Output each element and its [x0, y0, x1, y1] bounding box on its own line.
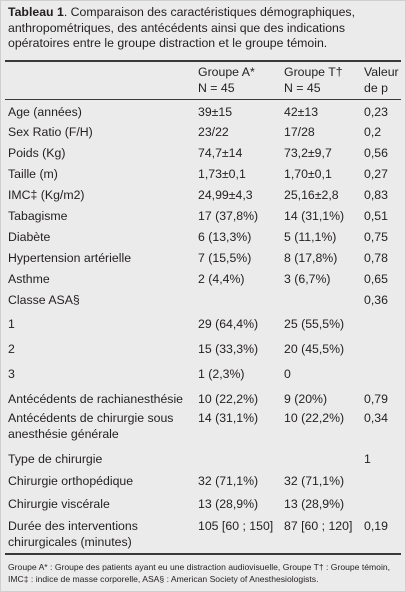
row-group-t-value: 20 (45,5%): [284, 342, 345, 356]
header-group-t-line1: Groupe T†: [284, 65, 343, 79]
table-footnote: Groupe A* : Groupe des patients ayant eu…: [8, 562, 391, 584]
header-group-a-line1: Groupe A*: [198, 65, 255, 79]
row-label: Diabète: [8, 230, 51, 244]
row-group-t-value: 14 (31,1%): [284, 209, 345, 223]
row-group-a-value: 14 (31,1%): [198, 411, 259, 425]
top-rule: [5, 60, 401, 62]
row-label: Chirurgie viscérale: [8, 497, 110, 511]
row-group-t-value: 32 (71,1%): [284, 474, 345, 488]
row-label: Age (années): [8, 105, 82, 119]
row-group-t-value: 25 (55,5%): [284, 317, 345, 331]
row-group-a-value: 10 (22,2%): [198, 392, 259, 406]
row-group-a-value: 6 (13,3%): [198, 230, 252, 244]
row-pvalue: 0,83: [364, 188, 388, 202]
row-group-a-value: 32 (71,1%): [198, 474, 259, 488]
row-label: 2: [8, 342, 15, 356]
row-pvalue: 0,65: [364, 272, 388, 286]
row-group-t-value: 9 (20%): [284, 392, 328, 406]
row-group-a-value: 17 (37,8%): [198, 209, 259, 223]
row-pvalue: 0,23: [364, 105, 388, 119]
row-label: Durée des interventions chirurgicales (m…: [8, 519, 138, 549]
row-pvalue: 0,51: [364, 209, 388, 223]
row-group-a-value: 29 (64,4%): [198, 317, 259, 331]
row-group-t-value: 8 (17,8%): [284, 251, 338, 265]
row-group-a-value: 13 (28,9%): [198, 497, 259, 511]
header-group-t-line2: N = 45: [284, 81, 321, 95]
row-group-t-value: 73,2±9,7: [284, 146, 332, 160]
row-label: Classe ASA§: [8, 293, 80, 307]
row-pvalue: 0,2: [364, 125, 382, 139]
row-group-a-value: 23/22: [198, 125, 229, 139]
row-group-t-value: 1,70±0,1: [284, 167, 332, 181]
row-group-t-value: 87 [60 ; 120]: [284, 519, 353, 533]
row-group-a-value: 7 (15,5%): [198, 251, 252, 265]
row-pvalue: 0,56: [364, 146, 388, 160]
row-label: IMC‡ (Kg/m2): [8, 188, 85, 202]
row-pvalue: 0,79: [364, 392, 388, 406]
row-label: Sex Ratio (F/H): [8, 125, 93, 139]
row-group-a-value: 2 (4,4%): [198, 272, 245, 286]
row-pvalue: 0,34: [364, 411, 388, 425]
table-caption: Tableau 1. Comparaison des caractéristiq…: [8, 5, 400, 52]
row-pvalue: 0,78: [364, 251, 388, 265]
row-group-t-value: 17/28: [284, 125, 315, 139]
row-label: Type de chirurgie: [8, 452, 103, 466]
header-group-a-line2: N = 45: [198, 81, 235, 95]
header-pvalue-line1: Valeur: [364, 65, 399, 79]
row-label: 3: [8, 367, 15, 381]
row-group-a-value: 39±15: [198, 105, 233, 119]
row-group-a-value: 15 (33,3%): [198, 342, 259, 356]
row-label: Tabagisme: [8, 209, 68, 223]
row-pvalue: 1: [364, 452, 371, 466]
header-pvalue-line2: de p: [364, 81, 388, 95]
header-rule: [5, 99, 401, 100]
row-group-t-value: 5 (11,1%): [284, 230, 337, 244]
row-group-a-value: 105 [60 ; 150]: [198, 519, 274, 533]
caption-label: Tableau 1: [8, 5, 64, 19]
row-group-t-value: 13 (28,9%): [284, 497, 345, 511]
row-label: Taille (m): [8, 167, 58, 181]
row-label: 1: [8, 317, 15, 331]
row-group-a-value: 74,7±14: [198, 146, 243, 160]
row-group-t-value: 3 (6,7%): [284, 272, 331, 286]
row-group-a-value: 1 (2,3%): [198, 367, 245, 381]
row-group-a-value: 1,73±0,1: [198, 167, 246, 181]
row-label: Antécédents de chirurgie sous anesthésie…: [8, 411, 174, 441]
row-group-t-value: 25,16±2,8: [284, 188, 339, 202]
row-label: Hypertension artérielle: [8, 251, 132, 265]
bottom-rule: [5, 553, 401, 555]
row-group-t-value: 0: [284, 367, 291, 381]
row-label: Poids (Kg): [8, 146, 66, 160]
row-label: Asthme: [8, 272, 50, 286]
row-group-t-value: 42±13: [284, 105, 319, 119]
row-pvalue: 0,27: [364, 167, 388, 181]
caption-text: . Comparaison des caractéristiques démog…: [8, 5, 355, 50]
row-label: Antécédents de rachianesthésie: [8, 392, 184, 406]
row-group-a-value: 24,99±4,3: [198, 188, 253, 202]
row-label: Chirurgie orthopédique: [8, 474, 134, 488]
row-pvalue: 0,36: [364, 293, 388, 307]
row-pvalue: 0,19: [364, 519, 388, 533]
row-pvalue: 0,75: [364, 230, 388, 244]
row-group-t-value: 10 (22,2%): [284, 411, 345, 425]
